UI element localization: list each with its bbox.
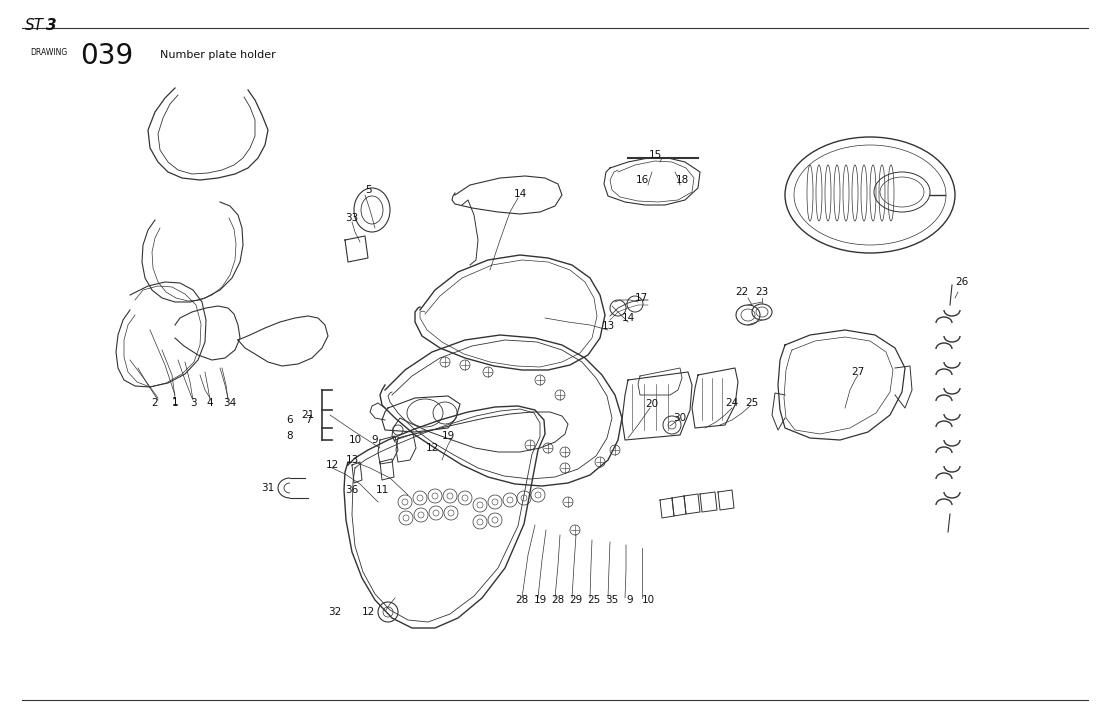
Text: 13: 13 [345,455,359,465]
Text: 9: 9 [372,435,379,445]
Text: 11: 11 [375,485,388,495]
Text: 32: 32 [329,607,342,617]
Text: 26: 26 [956,277,969,287]
Text: 7: 7 [304,415,311,425]
Text: 4: 4 [206,398,213,408]
Text: 35: 35 [605,595,618,605]
Text: 31: 31 [261,483,274,493]
Text: ST: ST [26,18,44,33]
Text: 29: 29 [569,595,583,605]
Text: 25: 25 [746,398,758,408]
Text: Number plate holder: Number plate holder [160,50,275,60]
Text: 16: 16 [635,175,648,185]
Text: 12: 12 [325,460,339,470]
Text: 23: 23 [756,287,768,297]
Text: 10: 10 [642,595,655,605]
Text: 18: 18 [675,175,688,185]
Text: 17: 17 [635,293,647,303]
Text: 13: 13 [602,321,615,331]
Text: 19: 19 [442,431,455,441]
Text: 039: 039 [80,42,133,70]
Text: 2: 2 [152,398,159,408]
Text: 19: 19 [534,595,546,605]
Text: 21: 21 [302,410,314,420]
Text: 14: 14 [622,313,635,323]
Text: 22: 22 [735,287,748,297]
Text: 25: 25 [587,595,601,605]
Text: 24: 24 [725,398,738,408]
Text: 34: 34 [223,398,236,408]
Text: 27: 27 [851,367,865,377]
Text: 28: 28 [552,595,565,605]
Text: 1: 1 [172,398,179,408]
Text: 6: 6 [286,415,293,425]
Text: 9: 9 [627,595,634,605]
Text: 12: 12 [362,607,375,617]
Text: 3: 3 [190,398,196,408]
Text: 14: 14 [513,189,526,199]
Text: 8: 8 [286,431,293,441]
Text: 36: 36 [345,485,359,495]
Text: DRAWING: DRAWING [30,48,68,57]
Text: 33: 33 [345,213,359,223]
Text: 30: 30 [674,413,687,423]
Text: 10: 10 [349,435,362,445]
Text: 1: 1 [172,397,179,407]
Text: 15: 15 [648,150,662,160]
Text: 5: 5 [365,185,372,195]
Text: 12: 12 [425,443,438,453]
Text: 28: 28 [515,595,528,605]
Text: 20: 20 [645,399,658,409]
Text: 3: 3 [46,18,57,33]
